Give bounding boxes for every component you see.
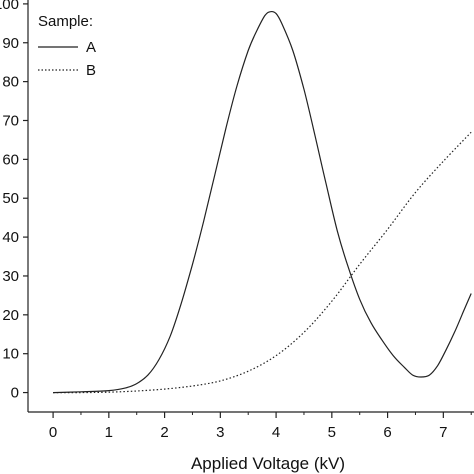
x-tick-label: 3 [216, 424, 224, 441]
y-tick-label: 10 [2, 346, 19, 363]
legend: Sample: A B [38, 13, 96, 79]
y-tick-label: 20 [2, 307, 19, 324]
x-tick-label: 2 [160, 424, 168, 441]
x-tick-label: 1 [105, 424, 113, 441]
y-tick-label: 40 [2, 229, 19, 246]
y-tick-label: 80 [2, 74, 19, 91]
y-axis: 0 10 20 30 40 50 60 70 80 90 100 [0, 0, 29, 412]
x-tick-label: 4 [272, 424, 280, 441]
x-tick-label: 6 [383, 424, 391, 441]
plot-series [53, 10, 472, 394]
x-axis-title: Applied Voltage (kV) [191, 454, 345, 473]
y-tick-label: 60 [2, 151, 19, 168]
series-line-a [53, 10, 472, 394]
legend-label-a: A [86, 39, 96, 56]
x-tick-label: 7 [439, 424, 447, 441]
x-tick-label: 0 [49, 424, 57, 441]
y-tick-label: 100 [0, 0, 19, 13]
y-tick-label: 0 [11, 385, 19, 402]
legend-title: Sample: [38, 13, 93, 30]
y-tick-label: 70 [2, 112, 19, 129]
y-tick-label: 30 [2, 268, 19, 285]
series-line-b [53, 131, 472, 394]
x-tick-label: 5 [328, 424, 336, 441]
y-tick-label: 50 [2, 190, 19, 207]
y-tick-label: 90 [2, 35, 19, 52]
x-axis: 0 1 2 3 4 5 6 7 [28, 411, 474, 441]
legend-label-b: B [86, 62, 96, 79]
